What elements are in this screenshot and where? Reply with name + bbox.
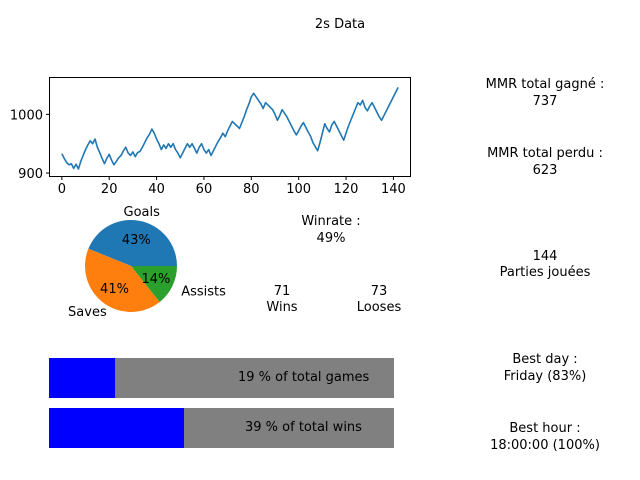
pie-label-assists: Assists xyxy=(181,284,226,299)
games-percent-label: 19 % of total games xyxy=(238,370,370,385)
wins-percent-bar: 39 % of total wins xyxy=(49,408,394,448)
games-percent-fill xyxy=(49,358,115,398)
mmr-lost-value: 623 xyxy=(532,163,558,178)
pie-pct-assists: 14% xyxy=(141,272,170,287)
pie-pct-goals: 43% xyxy=(122,233,151,248)
best-day-value: Friday (83%) xyxy=(503,369,587,384)
best-hour-value: 18:00:00 (100%) xyxy=(490,438,600,453)
pie-label-goals: Goals xyxy=(124,205,161,220)
x-tick-label: 80 xyxy=(243,182,260,197)
x-tick-label: 140 xyxy=(381,182,406,197)
x-tick-label: 100 xyxy=(286,182,311,197)
best-hour-label: Best hour : xyxy=(509,421,581,436)
y-tick-label: 1000 xyxy=(10,108,43,123)
line-chart-ticks: 0 20 40 60 80 100 120 140 900 1000 xyxy=(10,108,406,197)
wins-percent-fill xyxy=(49,408,184,448)
losses-label: Looses xyxy=(356,300,402,315)
mmr-gained-label: MMR total gagné : xyxy=(485,77,605,92)
x-tick-label: 120 xyxy=(334,182,359,197)
winrate-value: 49% xyxy=(316,231,346,246)
x-tick-label: 20 xyxy=(101,182,118,197)
pie-label-saves: Saves xyxy=(68,305,107,320)
losses-value: 73 xyxy=(370,284,388,299)
x-tick-label: 40 xyxy=(148,182,165,197)
best-day-label: Best day : xyxy=(512,352,578,367)
x-tick-label: 60 xyxy=(196,182,213,197)
mmr-series-line xyxy=(61,87,399,170)
winrate-label: Winrate : xyxy=(301,214,361,229)
mmr-line-chart: 0 20 40 60 80 100 120 140 900 1000 xyxy=(10,77,411,197)
games-played-label: Parties jouées xyxy=(499,265,591,280)
mmr-lost-label: MMR total perdu : xyxy=(487,146,603,161)
x-tick-label: 0 xyxy=(58,182,66,197)
figure-title: 2s Data xyxy=(314,17,366,32)
pie-slice-goals xyxy=(88,219,177,266)
games-played-value: 144 xyxy=(532,249,558,264)
pie-slice-saves xyxy=(85,248,160,312)
pie-pct-saves: 41% xyxy=(100,282,129,297)
wins-label: Wins xyxy=(266,300,298,315)
games-percent-bar: 19 % of total games xyxy=(49,358,394,398)
y-tick-label: 900 xyxy=(18,167,43,182)
wins-percent-label: 39 % of total wins xyxy=(245,420,362,435)
pie-slice-assists xyxy=(131,266,177,302)
line-chart-frame xyxy=(49,77,411,177)
mmr-gained-value: 737 xyxy=(532,94,558,109)
stats-pie-chart: 43% 41% 14% Goals Saves Assists xyxy=(68,205,226,320)
wins-value: 71 xyxy=(273,284,291,299)
